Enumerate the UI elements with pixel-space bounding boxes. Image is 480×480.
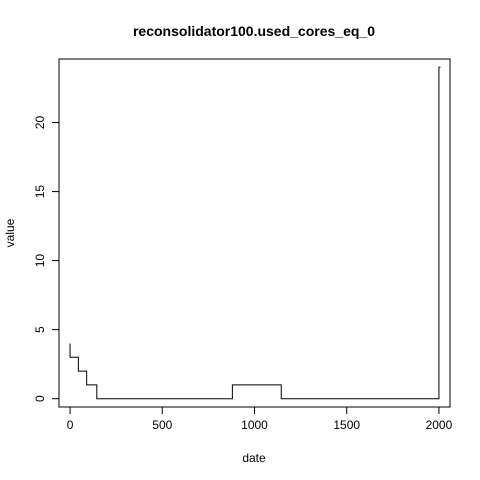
y-tick-label: 20 <box>33 116 47 130</box>
y-tick-label: 15 <box>33 185 47 199</box>
y-tick-label: 0 <box>33 395 47 402</box>
x-axis-label: date <box>242 451 266 465</box>
y-axis: 0 5 10 15 20 <box>33 116 60 402</box>
chart-title: reconsolidator100.used_cores_eq_0 <box>133 23 375 39</box>
y-tick-label: 10 <box>33 254 47 268</box>
y-tick-label: 5 <box>33 326 47 333</box>
x-tick-label: 1500 <box>333 418 360 432</box>
x-tick-label: 2000 <box>426 418 453 432</box>
series-group <box>69 66 441 400</box>
y-axis-label: value <box>3 218 17 247</box>
x-tick-label: 500 <box>152 418 172 432</box>
x-axis: 0 500 1000 1500 2000 <box>67 406 453 432</box>
series-line-0 <box>69 66 441 400</box>
x-tick-label: 1000 <box>241 418 268 432</box>
x-tick-label: 0 <box>67 418 74 432</box>
